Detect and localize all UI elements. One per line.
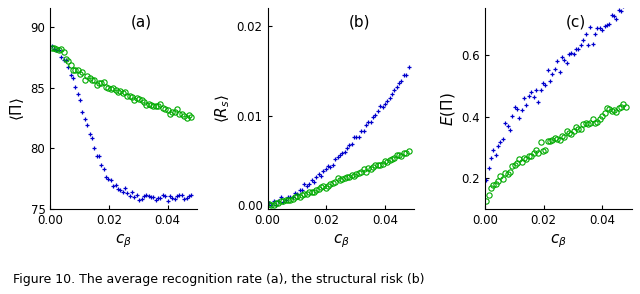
Y-axis label: $\langle\Pi\rangle$: $\langle\Pi\rangle$ bbox=[8, 97, 26, 121]
Y-axis label: $\langle R_s\rangle$: $\langle R_s\rangle$ bbox=[214, 94, 232, 123]
Text: Figure 10. The average recognition rate (a), the structural risk (b): Figure 10. The average recognition rate … bbox=[13, 273, 424, 286]
X-axis label: $c_\beta$: $c_\beta$ bbox=[115, 233, 132, 250]
X-axis label: $c_\beta$: $c_\beta$ bbox=[333, 233, 349, 250]
Y-axis label: $E(\Pi)$: $E(\Pi)$ bbox=[439, 92, 457, 126]
X-axis label: $c_\beta$: $c_\beta$ bbox=[550, 233, 566, 250]
Text: (a): (a) bbox=[131, 14, 152, 29]
Text: (b): (b) bbox=[348, 14, 370, 29]
Text: (c): (c) bbox=[566, 14, 586, 29]
